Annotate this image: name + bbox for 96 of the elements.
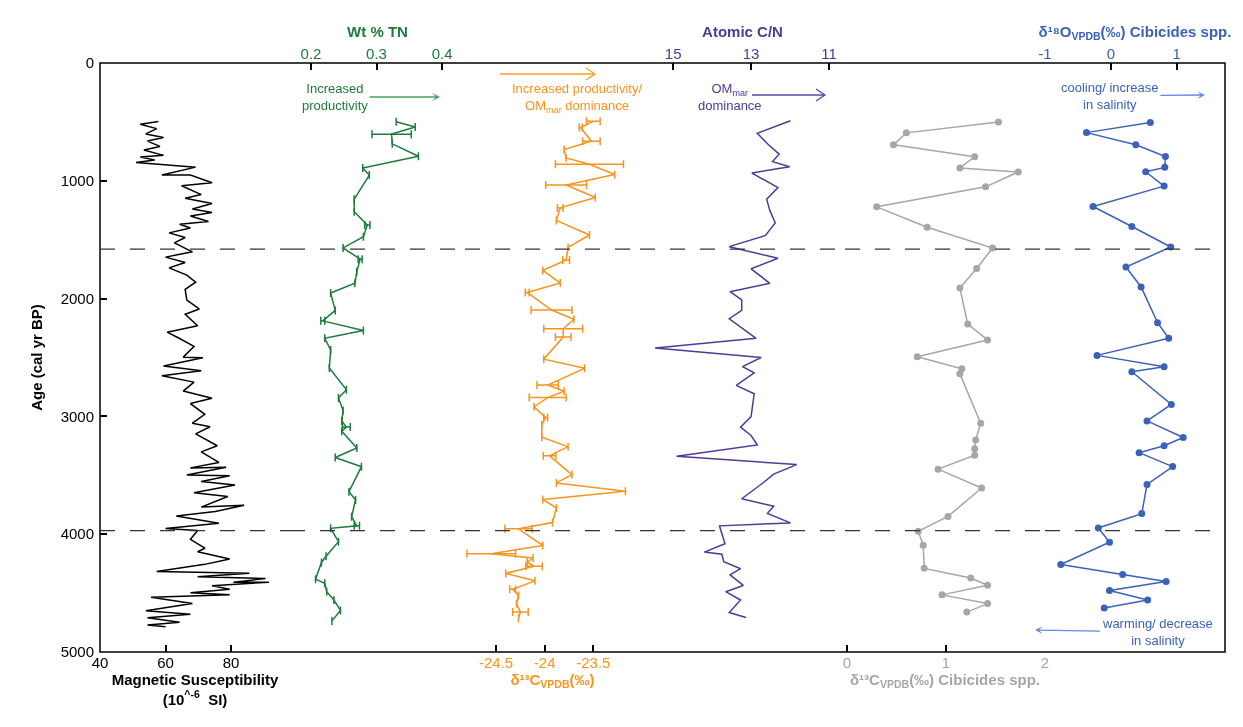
point — [1128, 223, 1136, 231]
point — [1143, 417, 1151, 425]
point — [1094, 524, 1102, 532]
point — [1179, 433, 1187, 441]
x-tick-label: 2 — [1040, 654, 1050, 671]
x-axis-title: δ¹⁸O$_{VPDB}$(‰) Cibicides spp. — [1038, 23, 1232, 43]
x-axis-title: Wt % TN — [347, 23, 408, 41]
point — [1135, 449, 1143, 457]
x-axis-title: Atomic C/N — [702, 23, 783, 41]
x-tick-label: 11 — [821, 45, 837, 62]
annotation: warming/ decrease in salinity — [1102, 616, 1213, 648]
y-tick-label: 2000 — [60, 289, 94, 307]
point — [1161, 163, 1169, 171]
point — [994, 118, 1002, 126]
point — [971, 445, 979, 453]
x-tick-label: -24.5 — [479, 654, 514, 671]
point — [982, 183, 990, 191]
point — [944, 512, 952, 520]
annotation: Increased productivity — [302, 81, 369, 113]
point — [934, 465, 942, 473]
point — [1144, 596, 1152, 604]
x-axis-title: δ¹³C$_{VPDB}$(‰) Cibicides spp. — [850, 671, 1040, 691]
point — [923, 223, 931, 231]
point — [964, 320, 972, 328]
point — [1132, 141, 1140, 149]
point — [1122, 263, 1130, 271]
x-tick-label: 0 — [842, 654, 852, 671]
point — [978, 484, 986, 492]
point — [1160, 363, 1168, 371]
annotation: cooling/ increase in salinity — [1061, 80, 1159, 112]
x-tick-label: -23.5 — [576, 654, 611, 671]
point — [1169, 463, 1177, 471]
point — [890, 141, 898, 149]
point — [1167, 400, 1175, 408]
x-tick-label: -1 — [1038, 45, 1052, 62]
point — [984, 600, 992, 608]
x-tick-label: 60 — [157, 654, 174, 671]
annotation: Increased productivity/ OM$_{mar}$ dominance — [512, 81, 643, 115]
point — [919, 541, 927, 549]
point — [971, 153, 979, 161]
y-tick-label: 5000 — [60, 643, 94, 661]
x-tick-label: 80 — [222, 654, 240, 671]
point — [963, 608, 971, 616]
point — [1128, 368, 1136, 376]
point — [956, 284, 964, 292]
point — [1165, 334, 1173, 342]
x-tick-label: 13 — [742, 45, 760, 62]
point — [984, 581, 992, 589]
point — [1089, 202, 1097, 210]
point — [956, 370, 964, 378]
point — [1106, 538, 1113, 546]
point — [989, 244, 997, 252]
point — [873, 203, 881, 211]
x-axis-title: Magnetic Susceptibility (10$^{^-6}$ SI) — [111, 671, 280, 708]
point — [938, 591, 946, 599]
point — [1162, 577, 1170, 585]
point — [1161, 153, 1169, 161]
point — [973, 264, 981, 272]
point — [902, 129, 910, 137]
point — [920, 564, 928, 572]
annotation: OM$_{mar}$ dominance — [698, 81, 762, 113]
point — [1082, 129, 1090, 137]
y-tick-label: 1000 — [60, 172, 94, 190]
x-tick-label: 15 — [664, 45, 682, 62]
point — [1142, 168, 1150, 176]
x-tick-label: 1 — [941, 654, 951, 671]
point — [967, 574, 975, 582]
y-tick-label: 4000 — [60, 525, 94, 543]
point — [956, 164, 964, 172]
point — [1143, 480, 1151, 488]
point — [1057, 560, 1065, 568]
x-tick-label: 0.2 — [300, 45, 322, 62]
point — [1138, 510, 1146, 518]
point — [971, 451, 979, 459]
x-tick-label: 1 — [1172, 45, 1181, 62]
point — [1137, 283, 1145, 291]
y-axis-title: Age (cal yr BP) — [27, 304, 45, 411]
point — [972, 436, 980, 444]
x-tick-label: 0 — [1106, 45, 1115, 62]
x-tick-label: -24 — [533, 654, 556, 671]
point — [1160, 182, 1168, 190]
point — [1100, 604, 1108, 612]
point — [1119, 570, 1127, 578]
point — [1146, 119, 1154, 127]
x-tick-label: 0.4 — [431, 45, 453, 62]
point — [1106, 587, 1113, 595]
point — [913, 353, 921, 361]
point — [984, 336, 992, 344]
point — [1160, 442, 1168, 450]
point — [1093, 351, 1101, 359]
point — [1154, 319, 1162, 327]
y-tick-label: 3000 — [60, 407, 94, 425]
point — [977, 419, 985, 427]
x-tick-label: 0.3 — [366, 45, 387, 62]
point — [1014, 168, 1022, 176]
x-axis-title: δ¹³C$_{VPDB}$(‰) — [510, 671, 595, 691]
